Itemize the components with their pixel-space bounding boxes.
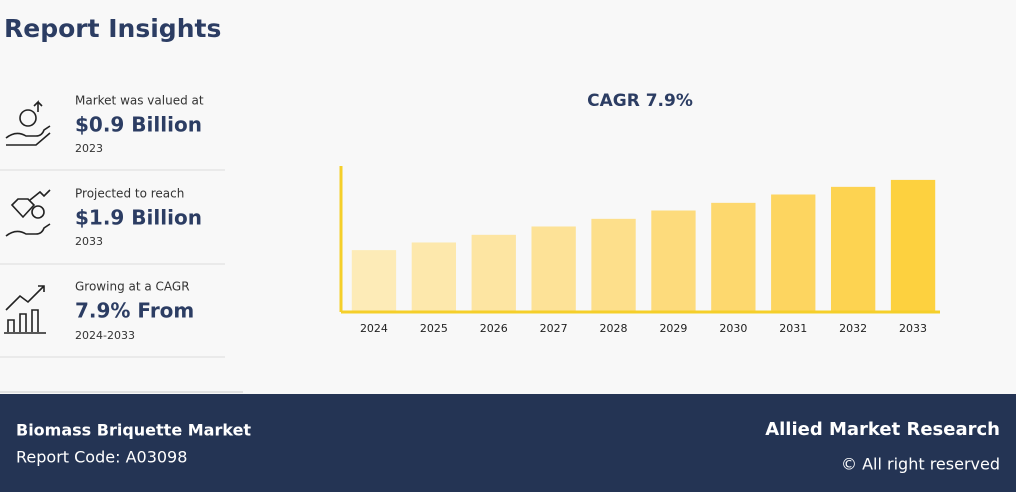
bar bbox=[890, 179, 936, 312]
footer-code: Report Code: A03098 bbox=[16, 448, 187, 467]
insight-label: Market was valued at bbox=[75, 94, 204, 108]
x-tick-label: 2026 bbox=[480, 322, 508, 335]
icon bbox=[5, 189, 51, 237]
bar bbox=[830, 186, 876, 312]
insight-value: $0.9 Billion bbox=[75, 113, 202, 137]
bar bbox=[771, 194, 816, 312]
x-tick-label: 2024 bbox=[360, 322, 388, 335]
footer bbox=[0, 394, 1016, 492]
bar bbox=[711, 202, 756, 312]
bar bbox=[351, 250, 397, 312]
insight-value: $1.9 Billion bbox=[75, 206, 202, 230]
bar bbox=[531, 226, 576, 312]
x-tick-label: 2027 bbox=[540, 322, 568, 335]
insight-note: 2033 bbox=[75, 235, 103, 248]
x-tick-label: 2033 bbox=[899, 322, 927, 335]
footer-brand: Allied Market Research bbox=[765, 419, 1000, 440]
x-tick-label: 2032 bbox=[839, 322, 867, 335]
footer-rights: © All right reserved bbox=[841, 455, 1000, 474]
insight-1: Market was valued at $0.9 Billion 2023 bbox=[5, 94, 204, 155]
insight-note: 2023 bbox=[75, 142, 103, 155]
insight-label: Projected to reach bbox=[75, 187, 184, 201]
icon bbox=[4, 285, 46, 334]
chart: 2024 2025 2026 2027 2028 2029 2030 2031 2032 2033 bbox=[339, 166, 940, 335]
title: Report Insights bbox=[4, 14, 221, 43]
insight-note: 2024-2033 bbox=[75, 329, 135, 342]
bar bbox=[591, 218, 636, 312]
x-tick-label: 2025 bbox=[420, 322, 448, 335]
bar bbox=[651, 210, 696, 312]
insight-2: Projected to reach $1.9 Billion 2033 bbox=[5, 187, 202, 248]
x-tick-label: 2029 bbox=[659, 322, 687, 335]
insight-3: Growing at a CAGR 7.9% From 2024-2033 bbox=[4, 280, 194, 342]
icon bbox=[5, 100, 51, 146]
insight-value: 7.9% From bbox=[75, 299, 194, 323]
chart-title: CAGR 7.9% bbox=[587, 91, 693, 111]
insight-label: Growing at a CAGR bbox=[75, 280, 190, 294]
footer-market: Biomass Briquette Market bbox=[16, 421, 251, 440]
bar bbox=[471, 234, 516, 312]
x-tick-label: 2031 bbox=[779, 322, 807, 335]
x-tick-label: 2028 bbox=[600, 322, 628, 335]
bar bbox=[411, 242, 457, 312]
x-tick-label: 2030 bbox=[719, 322, 747, 335]
